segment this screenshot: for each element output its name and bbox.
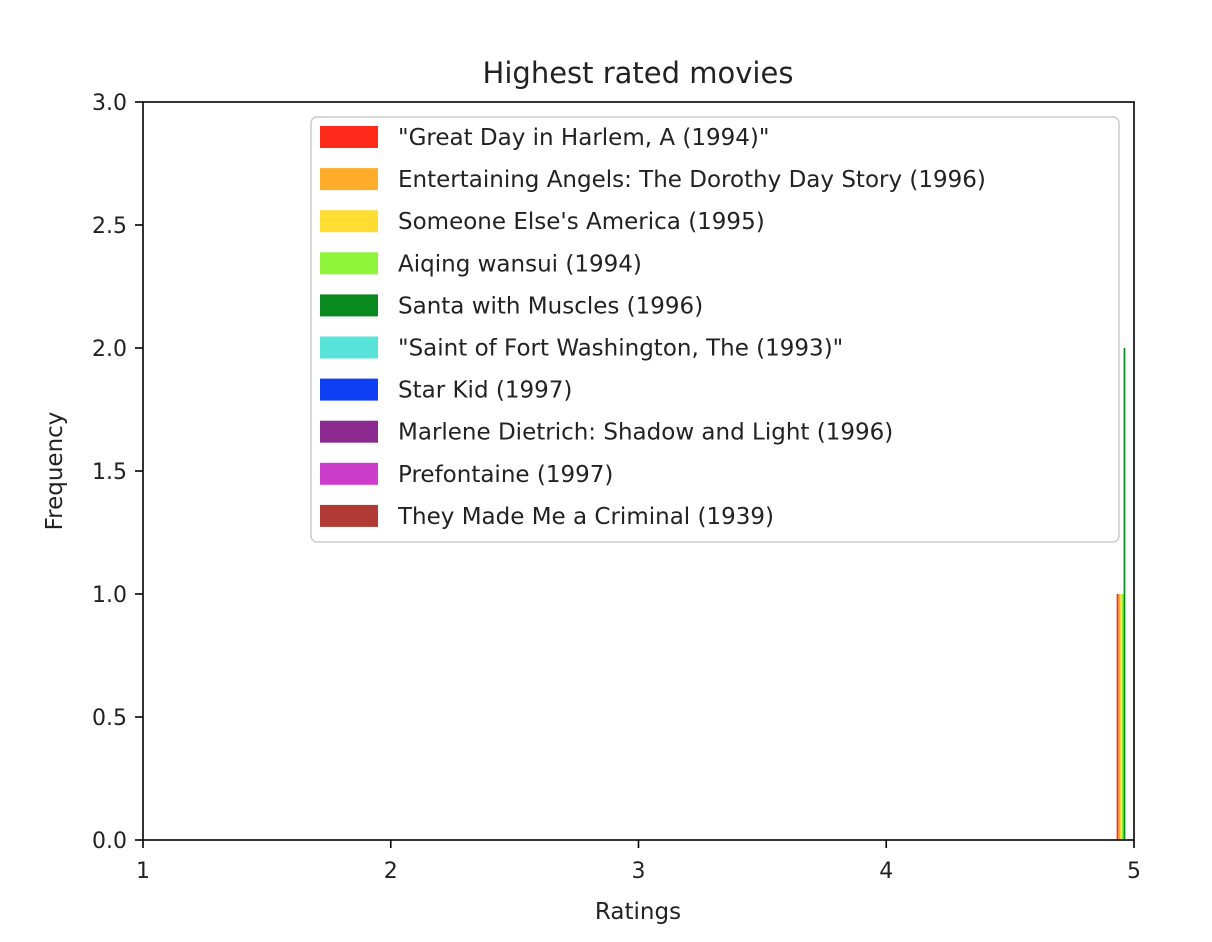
x-tick-label: 4	[879, 859, 893, 884]
bar	[1116, 594, 1119, 840]
legend-swatch	[320, 126, 378, 148]
x-axis: 1 2 3 4 5	[136, 840, 1141, 884]
y-tick-label: 3.0	[92, 91, 127, 116]
y-tick-label: 1.5	[92, 460, 127, 485]
legend-swatch	[320, 210, 378, 233]
legend-label: "Great Day in Harlem, A (1994)"	[398, 125, 769, 151]
legend-label: Aiqing wansui (1994)	[398, 251, 642, 277]
bar	[1123, 348, 1126, 840]
legend-items: "Great Day in Harlem, A (1994)" Entertain…	[320, 125, 986, 530]
legend-swatch	[320, 168, 378, 191]
legend-swatch	[320, 336, 378, 359]
x-tick-label: 2	[384, 859, 398, 884]
legend-label: Marlene Dietrich: Shadow and Light (1996…	[398, 420, 893, 446]
y-tick-label: 2.0	[92, 337, 127, 362]
legend-label: Prefontaine (1997)	[398, 462, 613, 488]
x-axis-label: Ratings	[595, 899, 681, 925]
legend-swatch	[320, 420, 378, 443]
x-tick-label: 5	[1127, 859, 1141, 884]
legend-swatch	[320, 252, 378, 275]
y-axis: 0.0 0.5 1.0 1.5 2.0 2.5 3.0	[92, 91, 143, 854]
y-tick-label: 0.0	[92, 829, 127, 854]
legend-swatch	[320, 378, 378, 401]
y-tick-label: 2.5	[92, 214, 127, 239]
bar	[1121, 594, 1124, 840]
legend-label: Star Kid (1997)	[398, 378, 572, 404]
bars-layer	[1116, 348, 1126, 840]
bar	[1118, 594, 1121, 840]
legend-box	[310, 116, 1120, 543]
legend-label: They Made Me a Criminal (1939)	[397, 504, 774, 530]
legend-label: Entertaining Angels: The Dorothy Day Sto…	[398, 167, 986, 193]
x-tick-label: 3	[632, 859, 646, 884]
legend: "Great Day in Harlem, A (1994)" Entertain…	[310, 116, 1120, 543]
legend-swatch	[320, 294, 378, 317]
legend-label: "Saint of Fort Washington, The (1993)"	[398, 336, 843, 362]
legend-swatch	[320, 504, 378, 527]
y-tick-label: 0.5	[92, 706, 127, 731]
bar	[1120, 594, 1122, 840]
x-tick-label: 1	[136, 859, 150, 884]
chart-title: Highest rated movies	[483, 56, 794, 90]
legend-label: Someone Else's America (1995)	[398, 209, 765, 235]
legend-label: Santa with Muscles (1996)	[398, 293, 703, 319]
y-axis-label: Frequency	[42, 412, 68, 531]
legend-swatch	[320, 462, 378, 485]
y-tick-label: 1.0	[92, 583, 127, 608]
